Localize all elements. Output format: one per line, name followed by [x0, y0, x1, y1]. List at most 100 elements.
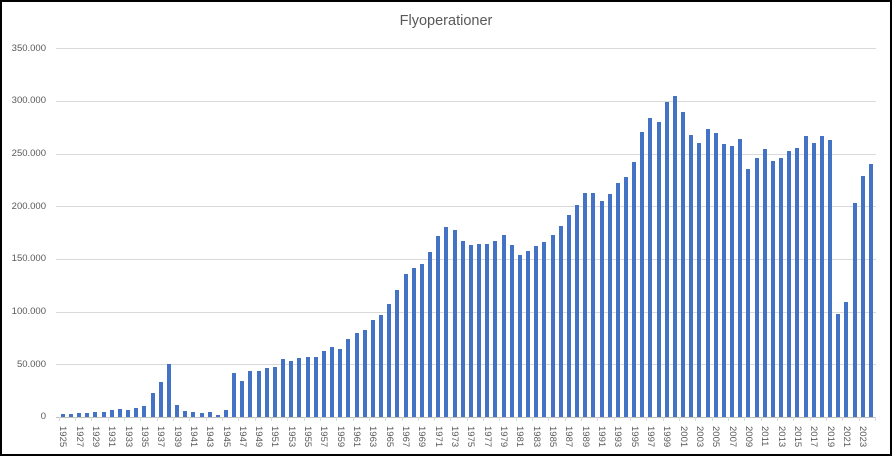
bar-2013	[779, 158, 783, 417]
bar-1996	[640, 132, 645, 417]
x-axis-tick	[744, 417, 746, 422]
x-axis-tick	[156, 417, 158, 422]
bar-2007	[730, 145, 735, 417]
bar-1958	[330, 346, 335, 417]
x-axis-label-text: 1993	[612, 426, 624, 448]
x-axis-tick	[91, 417, 93, 422]
bar-1974	[460, 240, 465, 417]
y-axis-label: 200.000	[11, 200, 46, 212]
y-gridline	[56, 364, 876, 366]
x-axis-label-text: 1973	[449, 426, 460, 448]
bar-1929	[93, 412, 98, 417]
y-axis-label: 0	[40, 411, 46, 423]
bar-1928	[85, 412, 90, 417]
y-gridline	[56, 258, 876, 260]
bar-1959	[338, 349, 343, 417]
bar-1935	[142, 406, 147, 417]
bar-1999	[664, 102, 669, 417]
bar-2021	[844, 301, 849, 417]
x-axis-tick	[172, 417, 174, 422]
bar-1969	[419, 264, 424, 417]
bar-1937	[158, 382, 163, 417]
x-axis-tick	[777, 417, 778, 422]
x-axis-label-text: 1945	[220, 426, 232, 448]
bar-1944	[215, 414, 220, 417]
x-axis-label-text: 1927	[73, 426, 85, 448]
bar-1995	[632, 161, 637, 417]
bar-1973	[452, 229, 457, 417]
x-axis-line	[56, 416, 876, 418]
bar-1972	[444, 226, 449, 417]
x-axis-label-text: 2015	[791, 426, 803, 448]
x-axis-label-text: 1977	[481, 426, 493, 448]
x-axis-label-text: 1957	[318, 426, 330, 448]
x-axis-label-text: 1981	[514, 426, 526, 448]
x-axis-tick	[303, 417, 305, 422]
x-axis-label-text: 2005	[710, 426, 722, 448]
x-axis-label-text: 1941	[187, 426, 199, 448]
bar-1977	[485, 244, 490, 417]
x-axis-tick	[581, 417, 583, 422]
bar-1943	[207, 412, 212, 417]
x-axis-tick	[368, 417, 370, 422]
x-axis-tick	[205, 417, 207, 422]
x-axis-label-text: 1951	[269, 426, 281, 448]
x-axis-label-text: 1933	[122, 426, 134, 448]
bar-2004	[705, 129, 710, 417]
x-axis-label-text: 1987	[563, 426, 575, 448]
x-axis-tick	[597, 417, 599, 422]
x-axis-label-text: 1939	[171, 426, 183, 448]
bar-1950	[264, 367, 269, 417]
x-axis-label-text: 2009	[742, 426, 754, 448]
bar-1938	[166, 363, 171, 417]
bar-2015	[795, 147, 800, 417]
x-axis-tick	[548, 417, 550, 422]
x-axis-tick	[221, 417, 223, 422]
x-axis-label-text: 1997	[644, 426, 656, 448]
bar-2024	[868, 163, 873, 417]
x-axis-tick	[287, 417, 289, 422]
x-axis-tick	[270, 417, 272, 422]
x-axis-tick	[793, 417, 795, 422]
x-axis-label-text: 1949	[253, 426, 265, 448]
bar-2011	[762, 149, 767, 417]
bar-1965	[387, 304, 392, 417]
x-axis-label-text: 2003	[693, 426, 705, 448]
bar-1964	[379, 315, 384, 417]
x-axis-tick	[858, 417, 860, 422]
x-axis-tick	[417, 417, 419, 422]
y-gridline	[56, 206, 876, 208]
x-axis-tick	[385, 417, 387, 422]
bar-2008	[738, 139, 743, 417]
bar-1992	[607, 194, 612, 417]
x-axis-label-text: 1975	[465, 426, 477, 448]
y-gridline	[56, 48, 876, 50]
y-axis-label: 350.000	[11, 42, 46, 54]
bar-1927	[77, 413, 81, 417]
y-gridline	[56, 153, 876, 155]
x-axis-tick	[646, 417, 648, 422]
x-axis-tick	[140, 417, 142, 422]
bar-2023	[860, 175, 865, 417]
x-axis-tick	[466, 417, 468, 422]
x-axis-label-text: 1989	[579, 426, 591, 448]
x-axis-tick	[123, 417, 125, 422]
bar-2016	[803, 136, 808, 417]
bar-1997	[648, 118, 653, 417]
bar-1993	[615, 183, 620, 417]
bar-1982	[526, 250, 530, 417]
y-axis-label: 150.000	[11, 253, 46, 265]
x-axis-tick	[483, 417, 485, 422]
bar-1988	[575, 205, 579, 417]
bar-1954	[297, 358, 302, 417]
x-axis-label-text: 1971	[432, 426, 444, 448]
bar-1946	[232, 373, 237, 417]
bar-1979	[501, 234, 506, 417]
x-axis-label-text: 1935	[138, 426, 150, 448]
x-axis-label-text: 1961	[351, 426, 363, 448]
bar-2022	[852, 203, 857, 417]
bar-2002	[689, 135, 694, 417]
bar-1955	[305, 357, 310, 417]
bar-1967	[403, 274, 408, 417]
x-axis-label-text: 1925	[57, 426, 69, 448]
